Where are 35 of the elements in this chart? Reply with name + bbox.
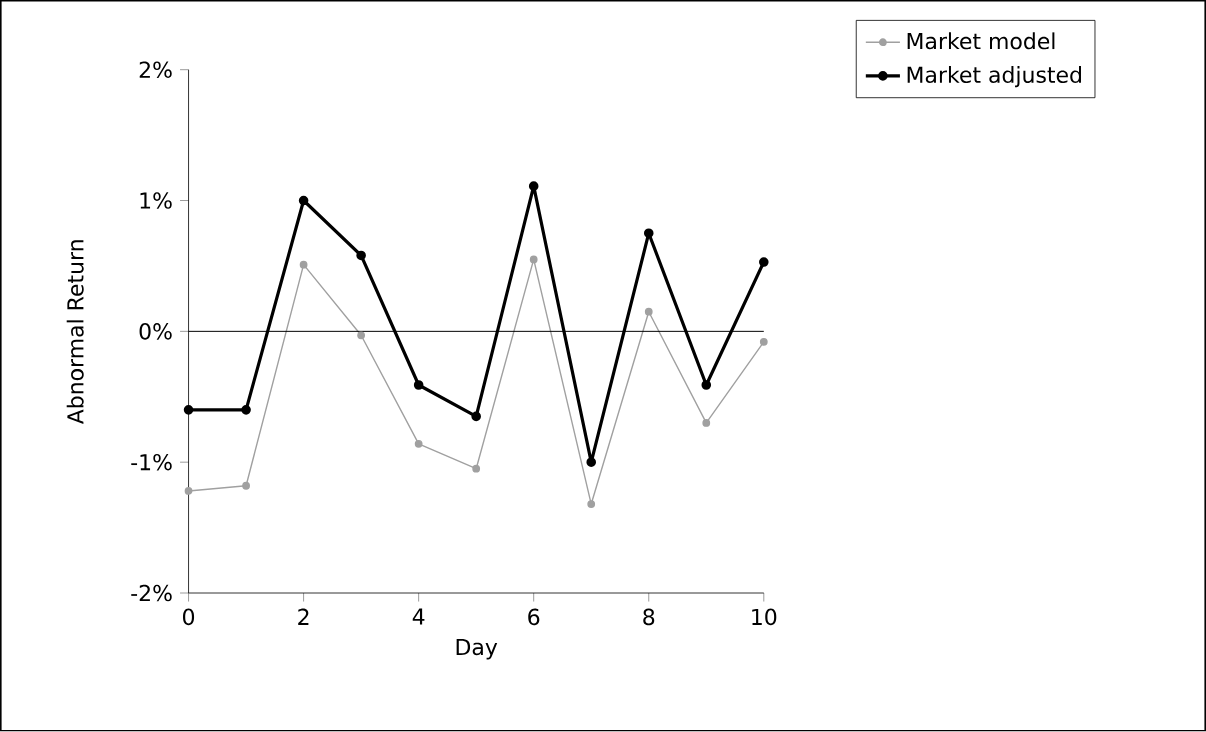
point (471, 411, 481, 422)
x-tick-label: 10 (752, 608, 777, 626)
point (586, 457, 597, 468)
y-axis-title: Abnormal Return (66, 240, 84, 425)
point (702, 419, 711, 428)
legend-label: Market adjusted (907, 66, 1081, 88)
x-tick-label: 6 (528, 608, 540, 626)
point (587, 500, 596, 509)
y-tick-label: 1% (140, 192, 172, 210)
point (644, 308, 653, 316)
point (472, 465, 481, 473)
x-axis-title: Day (456, 639, 498, 660)
point (759, 257, 769, 267)
point (184, 487, 193, 496)
legend-label: Market model (907, 32, 1055, 50)
point (357, 331, 366, 340)
y-tick-label: -2% (131, 584, 172, 602)
x-tick-label: 2 (298, 608, 309, 626)
point (242, 482, 250, 490)
y-tick-label: -1% (131, 454, 172, 471)
point (241, 405, 251, 415)
point (183, 405, 194, 415)
x-tick-label: 8 (643, 608, 655, 626)
y-tick-label: 0% (139, 323, 172, 340)
x-tick-label: 0 (183, 608, 195, 626)
point (356, 250, 366, 261)
point (414, 440, 423, 448)
point (413, 380, 424, 390)
point (759, 338, 768, 346)
point (299, 260, 308, 269)
point (701, 380, 712, 390)
y-tick-label: 2% (139, 61, 172, 79)
x-tick-label: 4 (412, 608, 425, 625)
point (298, 195, 309, 206)
point (529, 255, 538, 264)
